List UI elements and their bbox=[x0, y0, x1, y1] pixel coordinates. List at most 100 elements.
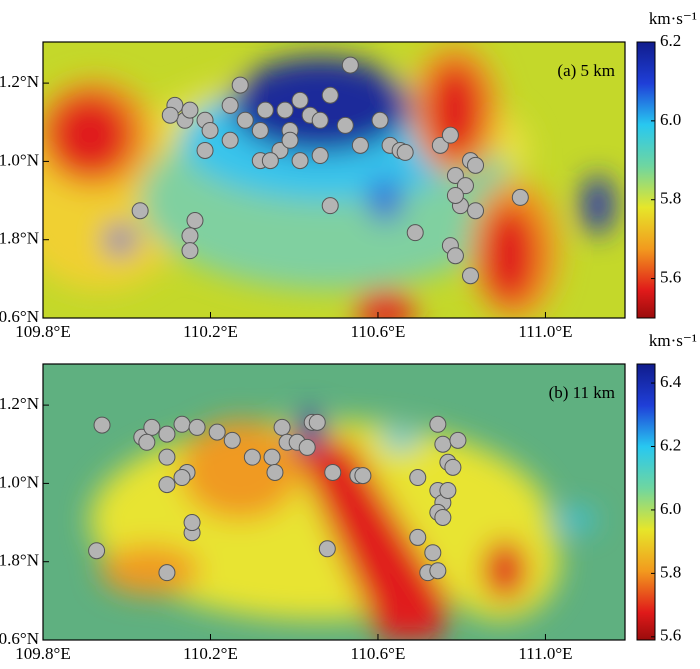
event-point bbox=[183, 514, 201, 532]
colorbar-tick-label: 5.8 bbox=[660, 189, 681, 208]
panel-title: (a) 5 km bbox=[557, 61, 615, 80]
event-point bbox=[181, 227, 199, 245]
y-tick-label: 31.2°N bbox=[0, 394, 39, 413]
velocity-field-b bbox=[43, 364, 625, 640]
plot-frame bbox=[42, 41, 626, 319]
event-point bbox=[354, 467, 372, 485]
event-point bbox=[467, 202, 485, 220]
event-point bbox=[256, 101, 274, 119]
event-point bbox=[396, 143, 414, 161]
event-point bbox=[158, 476, 176, 494]
event-point bbox=[336, 116, 354, 134]
x-tick-label: 110.2°E bbox=[183, 644, 238, 663]
y-tick-label: 30.6°N bbox=[0, 629, 39, 648]
event-point bbox=[251, 121, 269, 139]
y-tick-label: 31.0°N bbox=[0, 472, 39, 491]
event-point bbox=[181, 242, 199, 260]
colorbar-tick-label: 5.8 bbox=[660, 562, 681, 581]
panel-title: (b) 11 km bbox=[549, 383, 615, 402]
event-point bbox=[158, 448, 176, 466]
event-point bbox=[324, 463, 342, 481]
event-point bbox=[431, 136, 449, 154]
event-point bbox=[429, 562, 447, 580]
x-tick-label: 110.6°E bbox=[351, 322, 406, 341]
event-point bbox=[201, 121, 219, 139]
event-point bbox=[461, 267, 479, 285]
event-point bbox=[181, 101, 199, 119]
event-point bbox=[446, 247, 464, 265]
event-point bbox=[186, 212, 204, 230]
event-point bbox=[409, 528, 427, 546]
colorbar-a bbox=[636, 41, 656, 319]
event-point bbox=[173, 415, 191, 433]
event-point bbox=[161, 106, 179, 124]
event-point bbox=[208, 423, 226, 441]
event-point bbox=[424, 544, 442, 562]
x-tick-label: 109.8°E bbox=[15, 644, 70, 663]
x-tick-label: 111.0°E bbox=[518, 644, 572, 663]
event-point bbox=[449, 431, 467, 449]
event-point bbox=[467, 156, 485, 174]
velocity-field-a bbox=[43, 42, 625, 318]
event-point bbox=[138, 433, 156, 451]
event-point bbox=[429, 415, 447, 433]
x-tick-label: 110.2°E bbox=[183, 322, 238, 341]
colorbar-tick-label: 6.0 bbox=[660, 499, 681, 518]
event-point bbox=[409, 469, 427, 487]
y-tick-label: 31.0°N bbox=[0, 150, 39, 169]
event-point bbox=[276, 101, 294, 119]
event-point bbox=[434, 435, 452, 453]
event-point bbox=[158, 425, 176, 443]
event-point bbox=[131, 202, 149, 220]
event-point bbox=[221, 131, 239, 149]
y-tick-label: 30.6°N bbox=[0, 307, 39, 326]
event-point bbox=[511, 188, 529, 206]
colorbar-tick-label: 6.4 bbox=[660, 372, 682, 391]
event-point bbox=[434, 508, 452, 526]
event-point bbox=[173, 469, 191, 487]
plot-frame bbox=[42, 363, 626, 641]
event-point bbox=[321, 86, 339, 104]
event-point bbox=[298, 438, 316, 456]
event-point bbox=[231, 76, 249, 94]
event-point bbox=[341, 56, 359, 74]
event-point bbox=[446, 166, 464, 184]
colorbar-label: km·s⁻¹ bbox=[649, 331, 697, 350]
event-point bbox=[446, 186, 464, 204]
event-point bbox=[236, 111, 254, 129]
event-point bbox=[441, 126, 459, 144]
event-point bbox=[291, 91, 309, 109]
event-point bbox=[261, 152, 279, 170]
event-point bbox=[321, 197, 339, 215]
event-point bbox=[318, 540, 336, 558]
colorbar-tick-label: 5.6 bbox=[660, 267, 681, 286]
event-point bbox=[351, 136, 369, 154]
colorbar-tick-label: 5.6 bbox=[660, 626, 681, 645]
y-tick-label: 31.8°N bbox=[0, 551, 39, 570]
y-tick-label: 31.8°N bbox=[0, 229, 39, 248]
event-point bbox=[281, 131, 299, 149]
x-tick-label: 109.8°E bbox=[15, 322, 70, 341]
colorbar-tick-label: 6.2 bbox=[660, 31, 681, 50]
event-point bbox=[266, 463, 284, 481]
event-point bbox=[291, 152, 309, 170]
event-point bbox=[273, 418, 291, 436]
event-point bbox=[311, 147, 329, 165]
colorbar-b bbox=[636, 363, 656, 641]
colorbar-tick-label: 6.2 bbox=[660, 435, 681, 454]
x-tick-label: 110.6°E bbox=[351, 644, 406, 663]
event-point bbox=[263, 448, 281, 466]
event-point bbox=[143, 418, 161, 436]
event-point bbox=[93, 416, 111, 434]
event-point bbox=[444, 458, 462, 476]
event-point bbox=[188, 418, 206, 436]
event-point bbox=[88, 542, 106, 560]
event-point bbox=[371, 111, 389, 129]
x-tick-label: 111.0°E bbox=[518, 322, 572, 341]
event-point bbox=[439, 481, 457, 499]
event-point bbox=[406, 224, 424, 242]
event-point bbox=[158, 564, 176, 582]
colorbar-label: km·s⁻¹ bbox=[649, 9, 697, 28]
event-point bbox=[221, 96, 239, 114]
